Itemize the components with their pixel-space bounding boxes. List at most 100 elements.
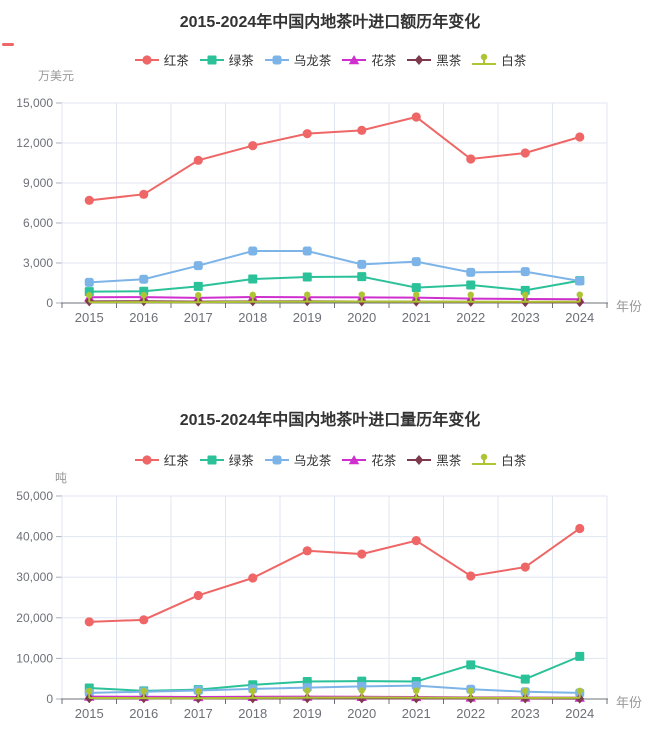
legend-label: 花茶: [371, 454, 397, 468]
marker-红茶-2015: [84, 195, 94, 205]
marker-红茶-2017: [193, 590, 203, 601]
legend-item-花茶[interactable]: 花茶: [341, 50, 396, 69]
y-tick-label: 0: [46, 296, 53, 310]
marker-白茶-2018: [249, 687, 256, 695]
legend-marker-花茶: [342, 54, 367, 64]
marker-白茶-2020: [358, 291, 365, 298]
x-tick-label: 2016: [129, 310, 158, 325]
marker-乌龙茶-2022: [466, 267, 476, 277]
y-tick-label: 9,000: [23, 176, 53, 190]
y-tick-label: 30,000: [16, 570, 53, 584]
legend-symbol-白茶: [481, 453, 488, 460]
stray-red-dash: [2, 43, 14, 46]
marker-红茶-2021: [411, 536, 421, 546]
marker-白茶-2021: [413, 687, 420, 694]
legend-marker-红茶: [134, 454, 159, 465]
marker-红茶-2018: [248, 141, 258, 151]
legend-marker-黑茶: [407, 454, 432, 465]
legend-symbol-绿茶: [207, 55, 217, 64]
marker-红茶-2016: [139, 615, 149, 625]
legend-marker-乌龙茶: [264, 55, 289, 64]
y-tick-label: 20,000: [16, 611, 53, 625]
legend-item-白茶[interactable]: 白茶: [471, 50, 526, 69]
legend-symbol-黑茶: [414, 454, 424, 465]
y-tick-label: 0: [46, 692, 53, 706]
y-tick-label: 15,000: [16, 96, 53, 110]
legend-symbol-花茶: [349, 54, 360, 64]
marker-白茶-2019: [304, 291, 311, 298]
marker-白茶-2019: [304, 687, 311, 694]
marker-乌龙茶-2023: [520, 267, 530, 277]
legend-label: 红茶: [163, 54, 189, 68]
marker-绿茶-2021: [411, 283, 421, 293]
x-tick-label: 2019: [293, 706, 322, 721]
marker-乌龙茶-2021: [411, 257, 421, 267]
marker-白茶-2015: [86, 687, 93, 695]
marker-白茶-2022: [467, 291, 474, 298]
series-line-白茶: [89, 696, 580, 700]
marker-红茶-2019: [302, 546, 312, 556]
legend-item-绿茶[interactable]: 绿茶: [199, 50, 254, 69]
marker-红茶-2023: [520, 562, 530, 572]
legend-label: 乌龙茶: [293, 454, 332, 468]
marker-白茶-2024: [576, 687, 583, 694]
legend-item-黑茶[interactable]: 黑茶: [406, 450, 461, 469]
marker-红茶-2020: [357, 549, 367, 559]
legend-item-黑茶[interactable]: 黑茶: [406, 50, 461, 69]
legend-marker-白茶: [472, 453, 497, 465]
legend-symbol-白茶: [481, 53, 488, 60]
x-tick-label: 2022: [456, 706, 485, 721]
legend-item-白茶[interactable]: 白茶: [471, 450, 526, 469]
series-line-乌龙茶: [89, 684, 580, 694]
marker-绿茶-2020: [357, 272, 367, 282]
legend-label: 花茶: [371, 54, 397, 68]
legend-marker-绿茶: [199, 455, 224, 464]
y-tick-label: 50,000: [16, 489, 53, 503]
x-tick-label: 2022: [456, 310, 485, 325]
x-tick-label: 2020: [347, 706, 376, 721]
marker-绿茶-2022: [466, 280, 476, 290]
legend-label: 白茶: [501, 54, 527, 68]
chart-title: 2015-2024年中国内地茶叶进口额历年变化: [179, 14, 481, 31]
x-tick-label: 2024: [565, 310, 594, 325]
legend-symbol-黑茶: [414, 54, 424, 65]
x-tick-label: 2015: [75, 310, 104, 325]
legend-item-乌龙茶[interactable]: 乌龙茶: [264, 450, 332, 469]
legend-symbol-绿茶: [207, 455, 217, 464]
marker-红茶-2019: [302, 129, 312, 139]
legend-item-绿茶[interactable]: 绿茶: [199, 450, 254, 469]
series-line-绿茶: [89, 275, 580, 293]
y-tick-label: 12,000: [16, 136, 53, 150]
legend-symbol-红茶: [142, 54, 152, 65]
y-tick-label: 10,000: [16, 651, 53, 665]
y-axis-unit: 万美元: [38, 69, 75, 83]
marker-绿茶-2022: [466, 660, 476, 670]
y-axis-unit: 吨: [55, 471, 68, 485]
legend-item-红茶[interactable]: 红茶: [134, 450, 189, 469]
series-line-白茶: [89, 300, 580, 304]
legend-label: 绿茶: [228, 54, 254, 68]
marker-白茶-2020: [358, 687, 365, 694]
legend-label: 乌龙茶: [293, 54, 332, 68]
marker-白茶-2017: [195, 687, 202, 695]
legend-marker-花茶: [342, 454, 367, 464]
legend-label: 黑茶: [436, 454, 462, 468]
marker-红茶-2022: [466, 154, 476, 164]
legend-item-乌龙茶[interactable]: 乌龙茶: [264, 50, 332, 69]
legend-item-花茶[interactable]: 花茶: [341, 450, 396, 469]
marker-白茶-2023: [522, 687, 529, 695]
legend-marker-绿茶: [199, 55, 224, 64]
legend-symbol-花茶: [349, 454, 360, 464]
marker-绿茶-2023: [520, 674, 530, 684]
legend-label: 红茶: [163, 454, 189, 468]
x-tick-label: 2017: [184, 706, 213, 721]
marker-红茶-2018: [248, 573, 258, 583]
legend-symbol-红茶: [142, 454, 152, 465]
legend: 红茶 绿茶 乌龙茶 花茶 黑茶 白茶: [0, 50, 660, 69]
x-tick-label: 2017: [184, 310, 213, 325]
legend-marker-乌龙茶: [264, 455, 289, 464]
marker-白茶-2018: [249, 291, 256, 298]
marker-乌龙茶-2020: [357, 259, 367, 269]
legend-item-红茶[interactable]: 红茶: [134, 50, 189, 69]
legend-symbol-乌龙茶: [272, 455, 282, 464]
